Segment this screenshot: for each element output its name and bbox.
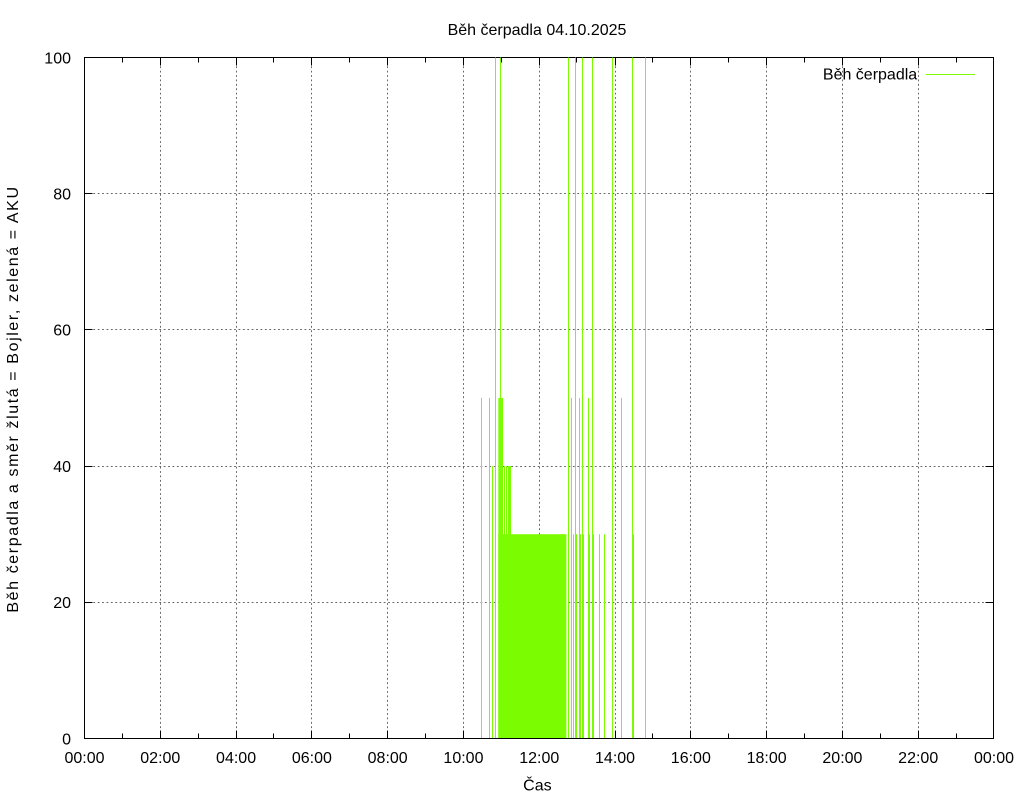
svg-text:18:00: 18:00 bbox=[747, 750, 787, 767]
svg-text:06:00: 06:00 bbox=[292, 750, 332, 767]
svg-text:22:00: 22:00 bbox=[898, 750, 938, 767]
svg-text:Běh čerpadla a směr žlutá = Bo: Běh čerpadla a směr žlutá = Bojler, zele… bbox=[5, 185, 22, 612]
svg-text:20: 20 bbox=[53, 595, 71, 612]
svg-text:80: 80 bbox=[53, 187, 71, 204]
svg-text:00:00: 00:00 bbox=[974, 750, 1014, 767]
svg-text:60: 60 bbox=[53, 323, 71, 340]
svg-text:0: 0 bbox=[62, 731, 71, 748]
svg-text:20:00: 20:00 bbox=[822, 750, 862, 767]
svg-text:08:00: 08:00 bbox=[368, 750, 408, 767]
svg-text:16:00: 16:00 bbox=[671, 750, 711, 767]
svg-text:100: 100 bbox=[44, 50, 71, 67]
svg-text:04:00: 04:00 bbox=[216, 750, 256, 767]
svg-text:40: 40 bbox=[53, 459, 71, 476]
svg-text:02:00: 02:00 bbox=[140, 750, 180, 767]
svg-text:00:00: 00:00 bbox=[64, 750, 104, 767]
svg-text:Běh čerpadla: Běh čerpadla bbox=[823, 67, 917, 84]
svg-text:14:00: 14:00 bbox=[595, 750, 635, 767]
svg-text:Čas: Čas bbox=[523, 776, 551, 795]
svg-text:10:00: 10:00 bbox=[443, 750, 483, 767]
svg-text:Běh čerpadla 04.10.2025: Běh čerpadla 04.10.2025 bbox=[448, 22, 627, 39]
svg-text:12:00: 12:00 bbox=[519, 750, 559, 767]
